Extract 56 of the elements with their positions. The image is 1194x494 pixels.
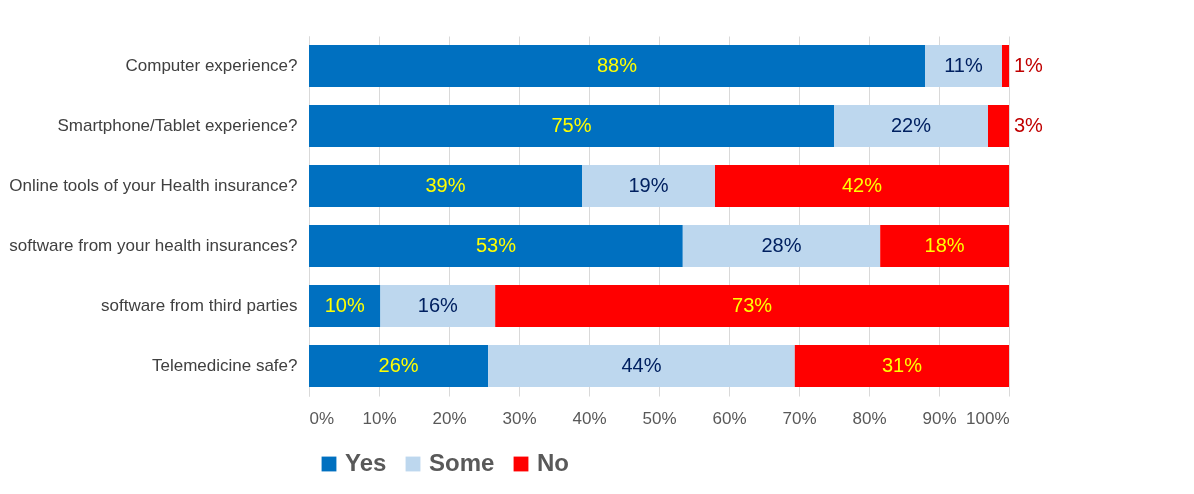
data-label: 1% (1014, 54, 1044, 76)
bar (309, 105, 834, 147)
bar (488, 345, 795, 387)
bar (309, 225, 683, 267)
x-tick-label: 30% (502, 408, 537, 428)
bar (682, 225, 881, 267)
data-label: 44% (621, 354, 662, 376)
data-label: 26% (378, 354, 419, 376)
y-tick-label: Computer experience? (125, 56, 298, 75)
bar (380, 285, 496, 327)
x-tick-label: 50% (642, 408, 677, 428)
legend-label: Some (429, 449, 495, 476)
data-label: 73% (732, 294, 773, 316)
bar (880, 225, 1009, 267)
x-tick-label: 40% (572, 408, 607, 428)
bar (794, 345, 1009, 387)
data-label: 75% (551, 114, 592, 136)
bar (582, 165, 715, 207)
bar (309, 345, 489, 387)
x-tick-label: 60% (712, 408, 747, 428)
x-tick-label: 80% (852, 408, 887, 428)
x-tick-label: 10% (362, 408, 397, 428)
data-label: 22% (890, 114, 932, 136)
x-tick-label: 20% (432, 408, 467, 428)
y-tick-label: Smartphone/Tablet experience? (57, 116, 298, 135)
y-tick-label: Telemedicine safe? (151, 356, 298, 375)
legend-label: Yes (345, 449, 387, 476)
bar (834, 105, 988, 147)
bar (309, 165, 582, 207)
data-label: 42% (841, 174, 883, 196)
data-label: 18% (924, 234, 965, 256)
bar (1002, 45, 1009, 87)
bar (925, 45, 1002, 87)
data-label: 88% (596, 54, 638, 76)
x-tick-label: 0% (309, 408, 335, 428)
data-label: 28% (761, 234, 802, 256)
y-tick-label: Online tools of your Health insurance? (9, 176, 298, 195)
x-tick-label: 90% (922, 408, 957, 428)
x-tick-label: 70% (782, 408, 817, 428)
x-tick-label: 100% (966, 408, 1010, 428)
data-label: 10% (324, 294, 365, 316)
bar (988, 105, 1009, 147)
data-label: 3% (1014, 114, 1044, 136)
bar (715, 165, 1009, 207)
data-label: 53% (475, 234, 517, 256)
data-label: 31% (881, 354, 923, 376)
legend-label: No (537, 449, 569, 476)
data-label: 19% (628, 174, 669, 196)
data-label: 39% (425, 174, 466, 196)
y-tick-label: software from third parties (100, 296, 298, 315)
data-label: 16% (417, 294, 459, 316)
y-tick-label: software from your health insurances? (9, 236, 298, 255)
bar (495, 285, 1009, 327)
bar (309, 285, 381, 327)
data-label: 11% (944, 54, 983, 76)
bar (309, 45, 925, 87)
